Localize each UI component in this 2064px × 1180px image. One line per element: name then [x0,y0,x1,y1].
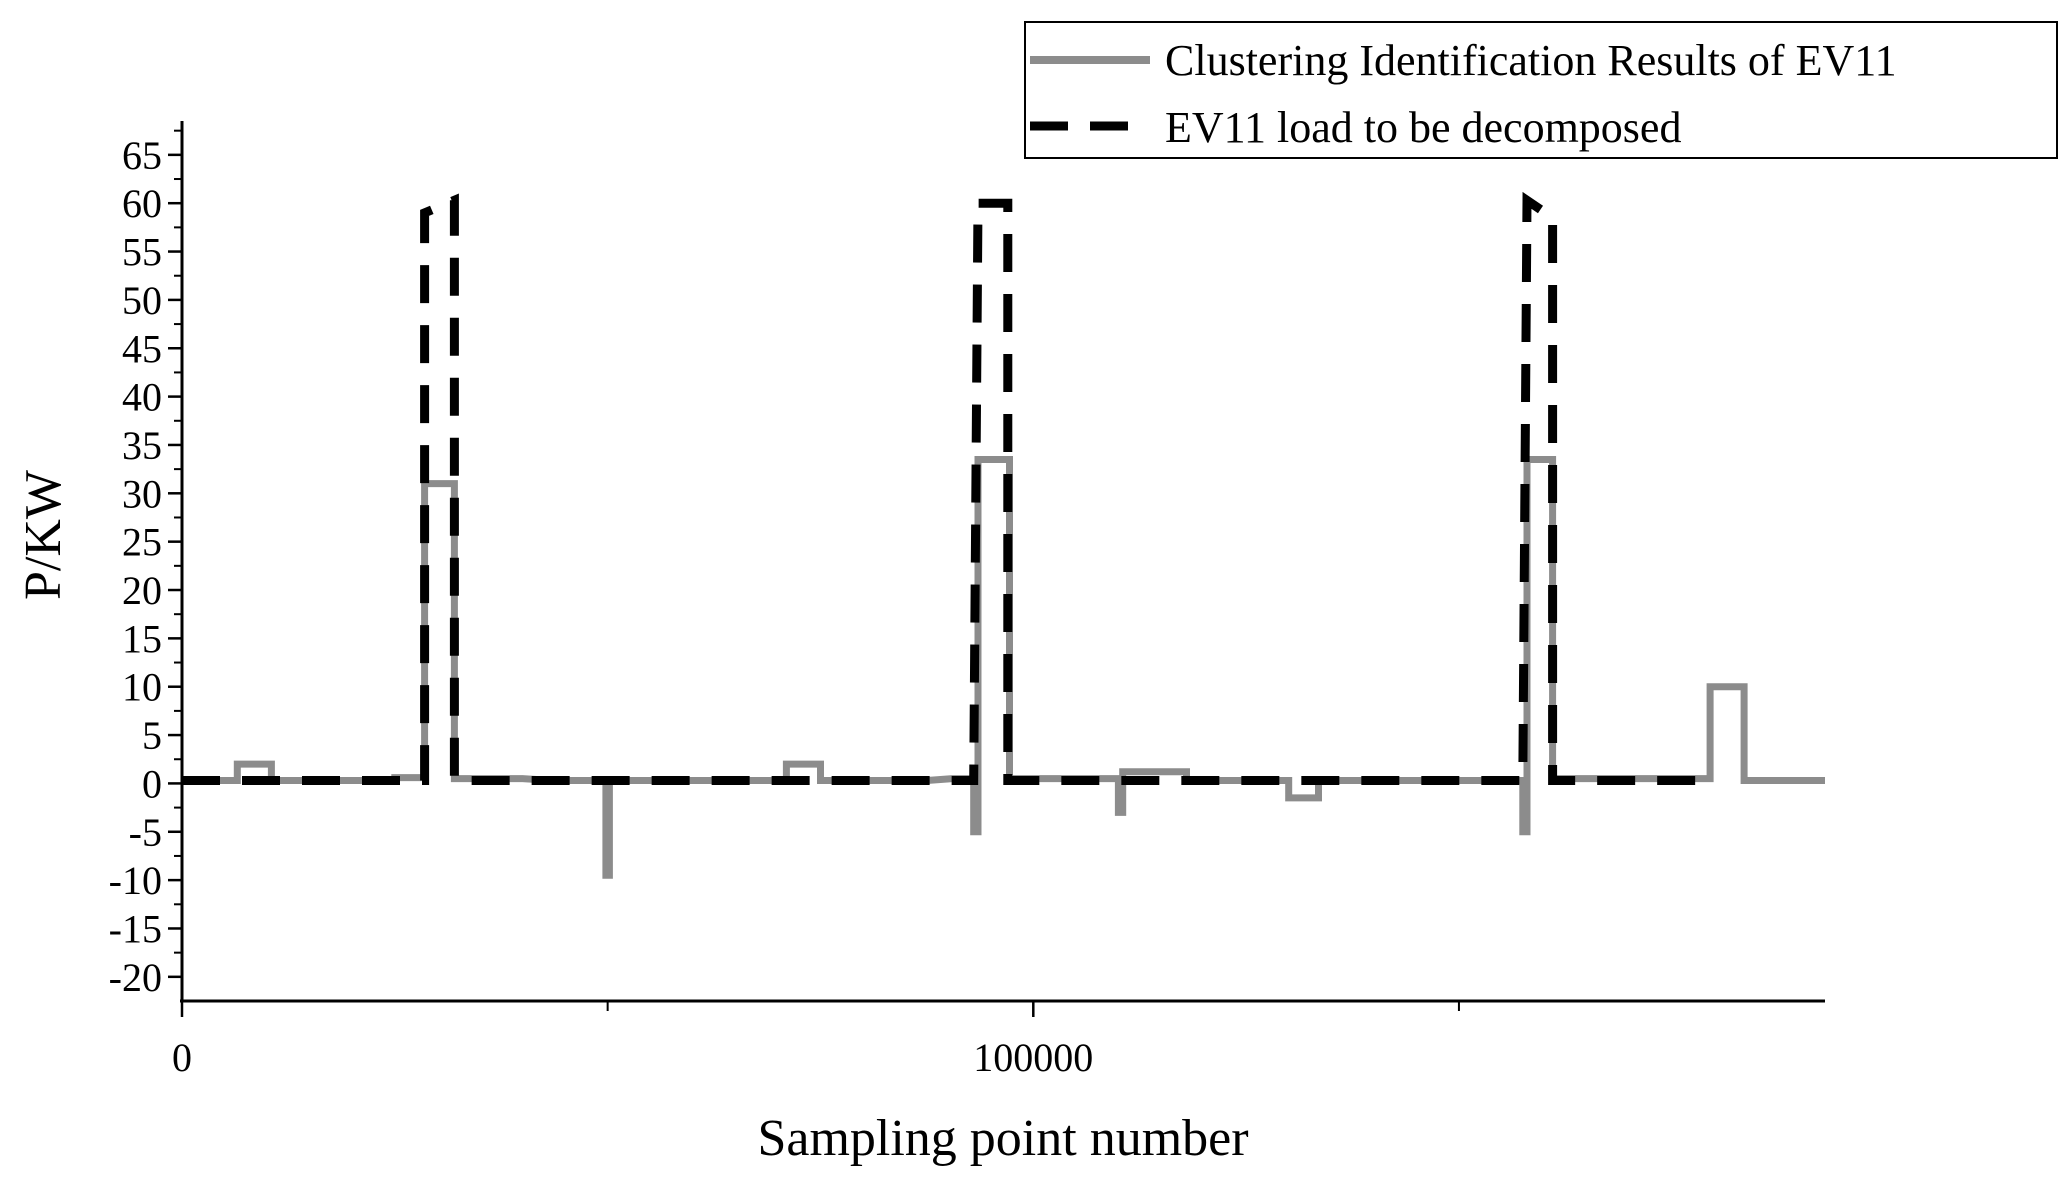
legend-box [1024,21,2058,159]
y-tick-label: 20 [122,568,162,613]
y-tick-label: 35 [122,423,162,468]
y-tick-label: -15 [109,906,162,951]
y-tick-label: 30 [122,471,162,516]
y-tick-label: 40 [122,375,162,420]
x-tick-label: 0 [172,1035,192,1080]
y-axis-label: P/KW [15,470,72,600]
y-tick-label: 10 [122,665,162,710]
y-tick-label: -20 [109,955,162,1000]
y-tick-label: 45 [122,326,162,371]
y-tick-label: -5 [129,810,162,855]
x-tick-label: 100000 [973,1035,1093,1080]
y-tick-label: 60 [122,181,162,226]
y-tick-label: 5 [142,713,162,758]
y-tick-label: 0 [142,761,162,806]
legend: Clustering Identification Results of EV1… [1024,21,2058,159]
y-tick-label: 25 [122,520,162,565]
x-axis-label: Sampling point number [757,1110,1248,1167]
legend-label-ev11-load: EV11 load to be decomposed [1165,103,1681,152]
series-ev11-load-line [182,191,1706,785]
y-tick-label: 50 [122,278,162,323]
y-tick-label: -10 [109,858,162,903]
legend-label-clustering: Clustering Identification Results of EV1… [1165,36,1897,85]
y-tick-label: 65 [122,133,162,178]
y-tick-label: 55 [122,230,162,275]
series-layer [182,191,1825,879]
y-tick-label: 15 [122,616,162,661]
